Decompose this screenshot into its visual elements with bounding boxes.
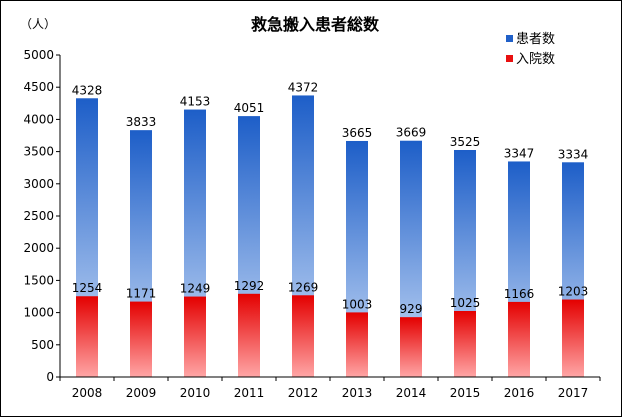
bar-admissions [454, 310, 476, 377]
data-label-patients: 3334 [558, 147, 589, 161]
data-label-patients: 3833 [126, 115, 157, 129]
x-tick-label: 2010 [180, 386, 211, 400]
data-label-admissions: 1254 [72, 281, 103, 295]
y-tick-label: 1500 [23, 273, 54, 287]
y-tick-label: 0 [46, 370, 54, 384]
y-tick-label: 4000 [23, 112, 54, 126]
data-label-patients: 4153 [180, 95, 211, 109]
data-label-admissions: 1292 [234, 279, 265, 293]
x-axis: 2008 2009 2010 2011 2012 2013 2014 2015 2016 2017 [59, 376, 601, 400]
x-tick-label: 2011 [234, 386, 265, 400]
bar-admissions [184, 296, 206, 377]
chart-title: 救急搬入患者総数 [251, 15, 380, 34]
data-label-patients: 4372 [288, 80, 319, 94]
legend-label-patients: 患者数 [516, 32, 555, 47]
y-tick-label: 2500 [23, 209, 54, 223]
data-label-admissions: 1166 [504, 287, 535, 301]
bar-admissions [292, 295, 314, 377]
x-tick-label: 2008 [72, 386, 103, 400]
data-label-patients: 3347 [504, 146, 535, 160]
data-label-admissions: 1025 [450, 296, 481, 310]
data-label-admissions: 1249 [180, 282, 211, 296]
y-tick-label: 3500 [23, 145, 54, 159]
bars: 4328 1254 3833 1171 4153 1249 4051 1292 4372 1269… [72, 80, 589, 378]
bar-admissions [400, 317, 422, 377]
y-tick-label: 500 [31, 338, 54, 352]
y-tick-label: 5000 [23, 48, 54, 62]
x-tick-label: 2014 [396, 386, 427, 400]
x-tick-label: 2015 [450, 386, 481, 400]
x-tick-label: 2013 [342, 386, 373, 400]
bar-admissions [130, 301, 152, 377]
y-axis-unit-label: （人） [20, 17, 56, 31]
y-axis: 0 500 1000 1500 2000 2500 3000 3500 4000 4500 5000 [23, 48, 61, 384]
bar-admissions [76, 296, 98, 377]
bar-admissions [508, 301, 530, 377]
x-tick-label: 2009 [126, 386, 157, 400]
data-label-patients: 4051 [234, 101, 265, 115]
y-tick-label: 1000 [23, 306, 54, 320]
data-label-patients: 3669 [396, 126, 427, 140]
data-label-admissions: 1003 [342, 297, 373, 311]
x-tick-label: 2012 [288, 386, 319, 400]
legend-swatch-patients [506, 35, 513, 42]
data-label-admissions: 1269 [288, 280, 319, 294]
data-label-patients: 4328 [72, 83, 103, 97]
y-tick-label: 2000 [23, 241, 54, 255]
data-label-admissions: 929 [400, 302, 423, 316]
bar-admissions [346, 312, 368, 377]
data-label-patients: 3665 [342, 126, 373, 140]
x-tick-label: 2017 [558, 386, 589, 400]
data-label-patients: 3525 [450, 135, 481, 149]
bar-admissions [238, 293, 260, 377]
data-label-admissions: 1203 [558, 285, 589, 299]
legend-swatch-admissions [506, 55, 513, 62]
data-label-admissions: 1171 [126, 287, 157, 301]
y-tick-label: 3000 [23, 177, 54, 191]
bar-admissions [562, 299, 584, 377]
y-tick-label: 4500 [23, 80, 54, 94]
x-tick-label: 2016 [504, 386, 535, 400]
legend-label-admissions: 入院数 [516, 52, 555, 67]
